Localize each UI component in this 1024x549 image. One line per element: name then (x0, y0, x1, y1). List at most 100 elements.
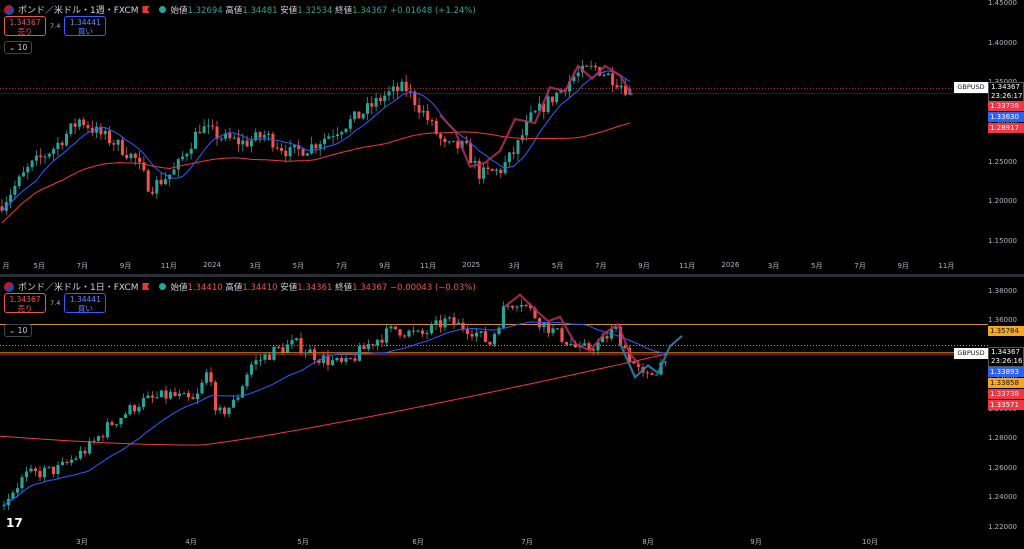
daily-candle (308, 349, 312, 353)
weekly-candle (499, 169, 503, 174)
daily-candle (627, 348, 632, 362)
daily-chart-canvas[interactable] (0, 277, 1024, 549)
weekly-sma-slow (1, 122, 630, 224)
weekly-candle (262, 134, 266, 138)
weekly-title[interactable]: ポンド／米ドル・1週・FXCM (18, 6, 139, 16)
daily-candle (623, 345, 627, 349)
weekly-candle (17, 176, 21, 187)
weekly-y-tick: 1.45000 (988, 0, 1017, 7)
weekly-x-tick: 11月 (938, 262, 955, 270)
daily-candle (438, 320, 443, 328)
daily-chart-pane[interactable]: ポンド／米ドル・1日・FXCM 始値1.34410 高値1.34410 安値1.… (0, 277, 1024, 549)
weekly-candle (237, 137, 240, 145)
daily-candle (560, 328, 564, 342)
daily-candle (191, 397, 195, 400)
daily-candle (416, 330, 420, 332)
daily-x-tick: 8月 (642, 538, 654, 546)
daily-sma-fast (3, 321, 666, 506)
weekly-candle (576, 72, 580, 77)
weekly-candle (34, 155, 38, 161)
daily-candle (335, 357, 339, 361)
daily-candle (429, 324, 434, 334)
weekly-candle (335, 134, 339, 137)
daily-title[interactable]: ポンド／米ドル・1日・FXCM (18, 283, 139, 293)
daily-candle (29, 468, 33, 472)
daily-candle (564, 341, 569, 345)
sell-button[interactable]: 1.34367 売り (4, 293, 46, 313)
daily-candle (177, 393, 182, 396)
daily-candle (227, 407, 231, 415)
weekly-ohlc: 始値1.32694 高値1.34481 安値1.32534 終値1.34367 … (170, 5, 476, 16)
weekly-candle (318, 144, 322, 149)
weekly-candle (572, 76, 576, 82)
daily-candle (402, 335, 407, 337)
daily-candle (353, 358, 357, 361)
weekly-candle (215, 126, 219, 139)
daily-candle (362, 346, 366, 349)
spread: 7.4 (50, 22, 61, 30)
daily-candle (164, 390, 168, 399)
weekly-x-tick: 7月 (854, 262, 866, 270)
weekly-x-tick: 11月 (420, 262, 436, 270)
weekly-x-tick: 3月 (249, 262, 261, 270)
weekly-candle (516, 140, 520, 154)
weekly-y-tick: 1.15000 (988, 237, 1017, 246)
daily-x-tick: 9月 (750, 538, 762, 546)
daily-candle (123, 414, 128, 418)
buy-button[interactable]: 1.34441 買い (64, 16, 107, 36)
weekly-candle (0, 206, 4, 211)
weekly-chart-canvas[interactable] (0, 0, 1024, 274)
daily-candle (488, 341, 492, 345)
weekly-candle (206, 125, 210, 127)
weekly-candle (275, 147, 279, 149)
weekly-x-tick: 7月 (595, 262, 607, 270)
weekly-x-tick: 9月 (379, 262, 391, 270)
weekly-candle (585, 65, 589, 67)
weekly-chart-pane[interactable]: ポンド／米ドル・1週・FXCM 始値1.32694 高値1.34481 安値1.… (0, 0, 1024, 274)
weekly-x-tick: 9月 (119, 262, 132, 270)
weekly-candle (56, 142, 60, 149)
pane-separator[interactable] (0, 274, 1024, 277)
daily-candle (222, 407, 227, 415)
buy-button[interactable]: 1.34441 買い (64, 293, 107, 313)
weekly-candle (495, 169, 498, 171)
indicators-toggle[interactable]: ⌄ 10 (4, 324, 33, 337)
daily-candle (299, 338, 303, 354)
weekly-candle (163, 179, 167, 185)
weekly-candle (146, 170, 150, 192)
daily-y-tick: 1.24000 (988, 493, 1017, 502)
flag-icon[interactable] (142, 283, 150, 290)
sell-button[interactable]: 1.34367 売り (4, 16, 46, 36)
daily-candle (330, 360, 335, 365)
flag-icon[interactable] (142, 6, 150, 13)
daily-candle (60, 461, 65, 465)
tradingview-logo[interactable]: 17 (6, 516, 23, 530)
weekly-candle (464, 141, 468, 144)
weekly-candle (52, 148, 56, 154)
weekly-candle (65, 133, 68, 146)
weekly-candle (77, 119, 81, 127)
weekly-candle (189, 148, 193, 154)
weekly-candle (228, 133, 232, 139)
daily-candle (65, 461, 69, 463)
weekly-candle (490, 169, 494, 171)
daily-candle (443, 318, 447, 328)
weekly-price-tag: 1.28917 (988, 123, 1024, 133)
market-open-icon (159, 283, 167, 290)
daily-candle (245, 374, 249, 387)
weekly-candle (387, 91, 391, 96)
weekly-candle (396, 86, 400, 92)
indicators-toggle[interactable]: ⌄ 10 (4, 41, 33, 54)
daily-candle (150, 395, 155, 398)
weekly-candle (383, 95, 387, 102)
daily-candle (348, 358, 353, 360)
weekly-candle (323, 138, 326, 145)
daily-candle (366, 344, 371, 349)
daily-x-tick: 7月 (521, 538, 533, 546)
weekly-y-tick: 1.25000 (988, 157, 1017, 166)
daily-candle (173, 392, 177, 396)
daily-candle (546, 322, 551, 333)
weekly-candle (507, 152, 511, 163)
daily-candle (11, 492, 15, 499)
daily-price-tag: 1.33738 (988, 389, 1024, 399)
